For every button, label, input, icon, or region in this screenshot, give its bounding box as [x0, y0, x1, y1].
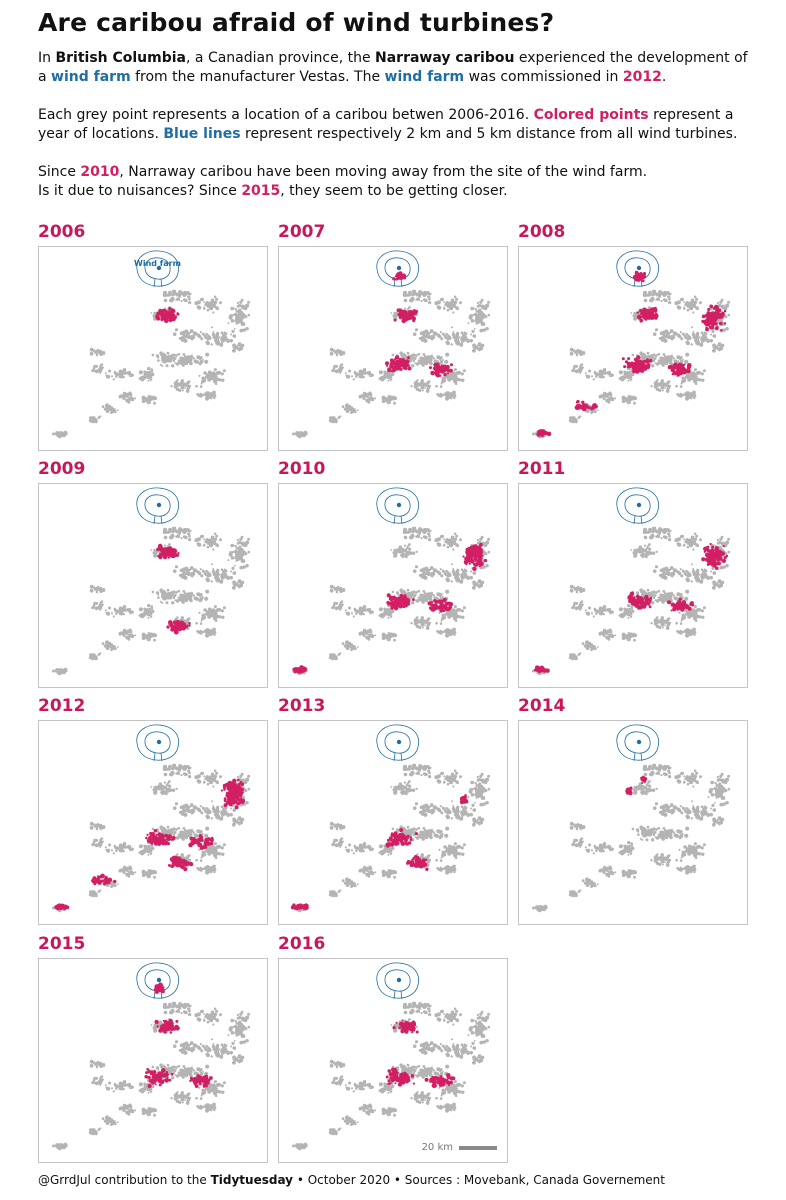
caribou-map-2007	[292, 250, 491, 439]
map-panel-2008	[518, 246, 748, 451]
caribou-map-2012	[52, 724, 251, 913]
wind-turbine-marker	[156, 739, 162, 745]
wind-turbine-marker	[156, 265, 162, 271]
year-label-2007: 2007	[278, 222, 326, 242]
province-name: British Columbia	[55, 50, 187, 66]
intro-paragraph-1: In British Columbia, a Canadian province…	[38, 50, 748, 85]
wind-farm-label: Wind farm	[134, 259, 181, 268]
year-locations-2010	[292, 542, 488, 674]
caribou-map-2009	[52, 487, 251, 676]
commission-year: 2012	[622, 69, 662, 85]
year-locations-2016	[385, 1019, 456, 1088]
intro-paragraph-3: Since 2010, Narraway caribou have been m…	[38, 164, 648, 199]
year-locations-2007	[384, 271, 453, 378]
map-panel-2011	[518, 483, 748, 688]
year-locations-2015	[144, 982, 213, 1089]
year-label-2011: 2011	[518, 459, 566, 479]
year-locations-2006	[155, 307, 180, 323]
wind-turbine-marker	[396, 739, 402, 745]
scale-bar: 20 km	[422, 1142, 497, 1153]
year-locations-2009	[156, 543, 191, 635]
caribou-map-2010	[292, 487, 491, 676]
map-panel-2006: Wind farm	[38, 246, 268, 451]
map-panel-2016: 20 km	[278, 958, 508, 1163]
wind-farm-buffers	[376, 487, 420, 525]
colored-points-term: Colored points	[533, 107, 649, 123]
footer-credits: @GrrdJul contribution to the Tidytuesday…	[38, 1173, 665, 1187]
year-label-2013: 2013	[278, 696, 326, 716]
tidytuesday-name: Tidytuesday	[210, 1173, 293, 1187]
map-panel-2012	[38, 720, 268, 925]
grey-locations	[52, 1001, 251, 1151]
map-panel-2010	[278, 483, 508, 688]
map-panel-2015	[38, 958, 268, 1163]
blue-lines-term: Blue lines	[163, 126, 241, 142]
wind-farm-buffers	[136, 250, 180, 288]
year-label-2006: 2006	[38, 222, 86, 242]
grey-locations	[532, 526, 731, 676]
year-label-2010: 2010	[278, 459, 326, 479]
map-panel-2009	[38, 483, 268, 688]
wind-farm-term-2: wind farm	[384, 69, 465, 85]
wind-farm-buffers	[376, 962, 420, 1000]
map-panel-2014	[518, 720, 748, 925]
scale-bar-line	[459, 1145, 497, 1150]
wind-turbine-marker	[156, 977, 162, 983]
scale-bar-label: 20 km	[421, 1142, 453, 1153]
wind-turbine-marker	[636, 739, 642, 745]
caribou-map-2013	[290, 724, 491, 913]
map-panel-2013	[278, 720, 508, 925]
wind-turbine-marker	[396, 265, 402, 271]
wind-turbine-marker	[396, 502, 402, 508]
grey-locations	[532, 763, 731, 913]
grey-locations	[52, 289, 251, 439]
intro-paragraph-2: Each grey point represents a location of…	[38, 107, 738, 142]
wind-farm-buffers	[616, 724, 660, 762]
year-locations-2014	[625, 775, 648, 796]
caribou-map-2015	[52, 962, 251, 1151]
year-label-2008: 2008	[518, 222, 566, 242]
wind-turbine-marker	[396, 977, 402, 983]
year-locations-2011	[533, 542, 729, 674]
year-locations-2012	[54, 778, 246, 911]
wind-farm-buffers	[616, 487, 660, 525]
wind-farm-buffers	[376, 724, 420, 762]
wind-farm-buffers	[136, 487, 180, 525]
caribou-map-2016	[292, 962, 491, 1151]
year-2010: 2010	[80, 164, 120, 180]
wind-farm-buffers	[376, 250, 420, 288]
year-label-2009: 2009	[38, 459, 86, 479]
herd-name: Narraway caribou	[375, 50, 515, 66]
wind-farm-buffers	[136, 724, 180, 762]
wind-turbine-marker	[636, 502, 642, 508]
wind-turbine-marker	[156, 502, 162, 508]
year-2015: 2015	[241, 183, 281, 199]
map-panel-2007	[278, 246, 508, 451]
year-locations-2008	[536, 270, 727, 438]
caribou-map-2014	[532, 724, 731, 913]
wind-farm-term: wind farm	[51, 69, 131, 85]
year-label-2012: 2012	[38, 696, 86, 716]
page-title: Are caribou afraid of wind turbines?	[38, 8, 555, 37]
caribou-map-2006	[52, 250, 251, 439]
year-locations-2013	[290, 794, 469, 911]
year-label-2016: 2016	[278, 934, 326, 954]
caribou-map-2008	[532, 250, 731, 439]
wind-farm-buffers	[136, 962, 180, 1000]
caribou-map-2011	[532, 487, 731, 676]
wind-turbine-marker	[636, 265, 642, 271]
year-label-2014: 2014	[518, 696, 566, 716]
grey-locations	[52, 526, 251, 676]
year-label-2015: 2015	[38, 934, 86, 954]
